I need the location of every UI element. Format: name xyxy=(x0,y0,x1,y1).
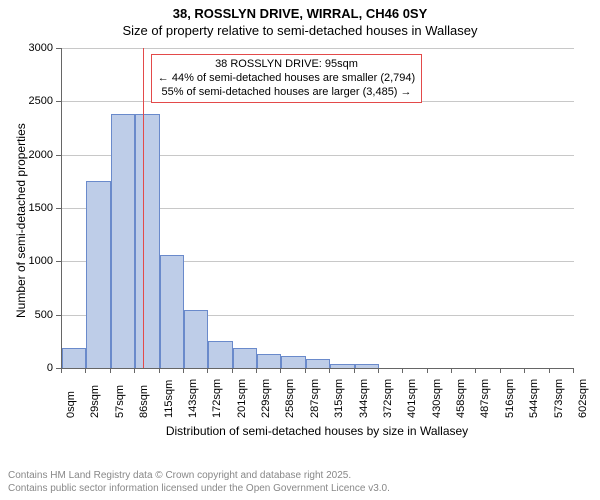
x-tick-mark xyxy=(378,368,379,373)
chart-title-sub: Size of property relative to semi-detach… xyxy=(0,21,600,38)
y-tick-mark xyxy=(56,261,61,262)
y-tick-mark xyxy=(56,48,61,49)
x-tick-label: 516sqm xyxy=(504,379,516,418)
x-tick-label: 201sqm xyxy=(236,379,248,418)
x-tick-mark xyxy=(305,368,306,373)
x-tick-label: 544sqm xyxy=(528,379,540,418)
histogram-bar xyxy=(330,364,354,368)
x-tick-mark xyxy=(427,368,428,373)
histogram-bar xyxy=(62,348,86,368)
x-tick-mark xyxy=(61,368,62,373)
x-tick-mark xyxy=(232,368,233,373)
plot-area: 38 ROSSLYN DRIVE: 95sqm ← 44% of semi-de… xyxy=(61,48,574,369)
x-axis-title: Distribution of semi-detached houses by … xyxy=(61,424,573,438)
y-tick-mark xyxy=(56,155,61,156)
x-tick-label: 115sqm xyxy=(163,380,175,418)
x-tick-mark xyxy=(475,368,476,373)
histogram-bar xyxy=(306,359,330,368)
histogram-bar xyxy=(111,114,135,368)
x-tick-label: 29sqm xyxy=(89,385,101,418)
x-tick-mark xyxy=(85,368,86,373)
y-tick-label: 2000 xyxy=(0,149,53,161)
x-tick-label: 372sqm xyxy=(382,379,394,418)
annotation-line3: 55% of semi-detached houses are larger (… xyxy=(158,86,415,100)
y-tick-label: 0 xyxy=(0,362,53,374)
x-tick-mark xyxy=(280,368,281,373)
x-tick-mark xyxy=(159,368,160,373)
y-tick-label: 1500 xyxy=(0,202,53,214)
x-tick-label: 229sqm xyxy=(260,379,272,418)
x-tick-mark xyxy=(183,368,184,373)
annotation-box: 38 ROSSLYN DRIVE: 95sqm ← 44% of semi-de… xyxy=(151,54,422,103)
histogram-bar xyxy=(281,356,305,368)
histogram-bar xyxy=(257,354,281,368)
annotation-line2: ← 44% of semi-detached houses are smalle… xyxy=(158,72,415,86)
footer-line1: Contains HM Land Registry data © Crown c… xyxy=(8,470,351,481)
x-tick-mark xyxy=(500,368,501,373)
x-tick-label: 430sqm xyxy=(431,379,443,418)
footer-line2: Contains public sector information licen… xyxy=(8,483,390,494)
x-tick-label: 602sqm xyxy=(577,379,589,418)
histogram-bar xyxy=(184,310,208,368)
y-tick-mark xyxy=(56,208,61,209)
x-tick-label: 573sqm xyxy=(553,379,565,418)
y-tick-label: 2500 xyxy=(0,95,53,107)
x-tick-label: 0sqm xyxy=(65,391,77,418)
histogram-bar xyxy=(135,114,159,368)
x-tick-label: 401sqm xyxy=(406,379,418,418)
x-tick-mark xyxy=(207,368,208,373)
x-tick-label: 458sqm xyxy=(455,379,467,418)
x-tick-mark xyxy=(354,368,355,373)
x-tick-label: 57sqm xyxy=(114,385,126,418)
x-tick-label: 172sqm xyxy=(211,379,223,418)
x-tick-label: 143sqm xyxy=(187,379,199,418)
x-tick-mark xyxy=(402,368,403,373)
x-tick-mark xyxy=(134,368,135,373)
histogram-bar xyxy=(86,181,110,368)
x-tick-label: 315sqm xyxy=(333,379,345,418)
x-tick-mark xyxy=(451,368,452,373)
x-tick-mark xyxy=(524,368,525,373)
x-tick-label: 86sqm xyxy=(138,385,150,418)
x-tick-mark xyxy=(256,368,257,373)
y-tick-label: 500 xyxy=(0,309,53,321)
histogram-bar xyxy=(160,255,184,368)
property-marker-line xyxy=(143,48,144,368)
x-tick-label: 344sqm xyxy=(358,379,370,418)
x-tick-label: 487sqm xyxy=(479,379,491,418)
y-tick-label: 1000 xyxy=(0,255,53,267)
x-tick-mark xyxy=(573,368,574,373)
x-tick-mark xyxy=(549,368,550,373)
x-tick-mark xyxy=(329,368,330,373)
annotation-line1: 38 ROSSLYN DRIVE: 95sqm xyxy=(158,58,415,72)
y-tick-mark xyxy=(56,101,61,102)
x-tick-label: 287sqm xyxy=(309,379,321,418)
y-tick-label: 3000 xyxy=(0,42,53,54)
chart-title-main: 38, ROSSLYN DRIVE, WIRRAL, CH46 0SY xyxy=(0,0,600,21)
y-tick-mark xyxy=(56,315,61,316)
x-tick-label: 258sqm xyxy=(284,379,296,418)
histogram-bar xyxy=(355,364,379,368)
x-tick-mark xyxy=(110,368,111,373)
histogram-bar xyxy=(208,341,232,368)
histogram-bar xyxy=(233,348,257,368)
